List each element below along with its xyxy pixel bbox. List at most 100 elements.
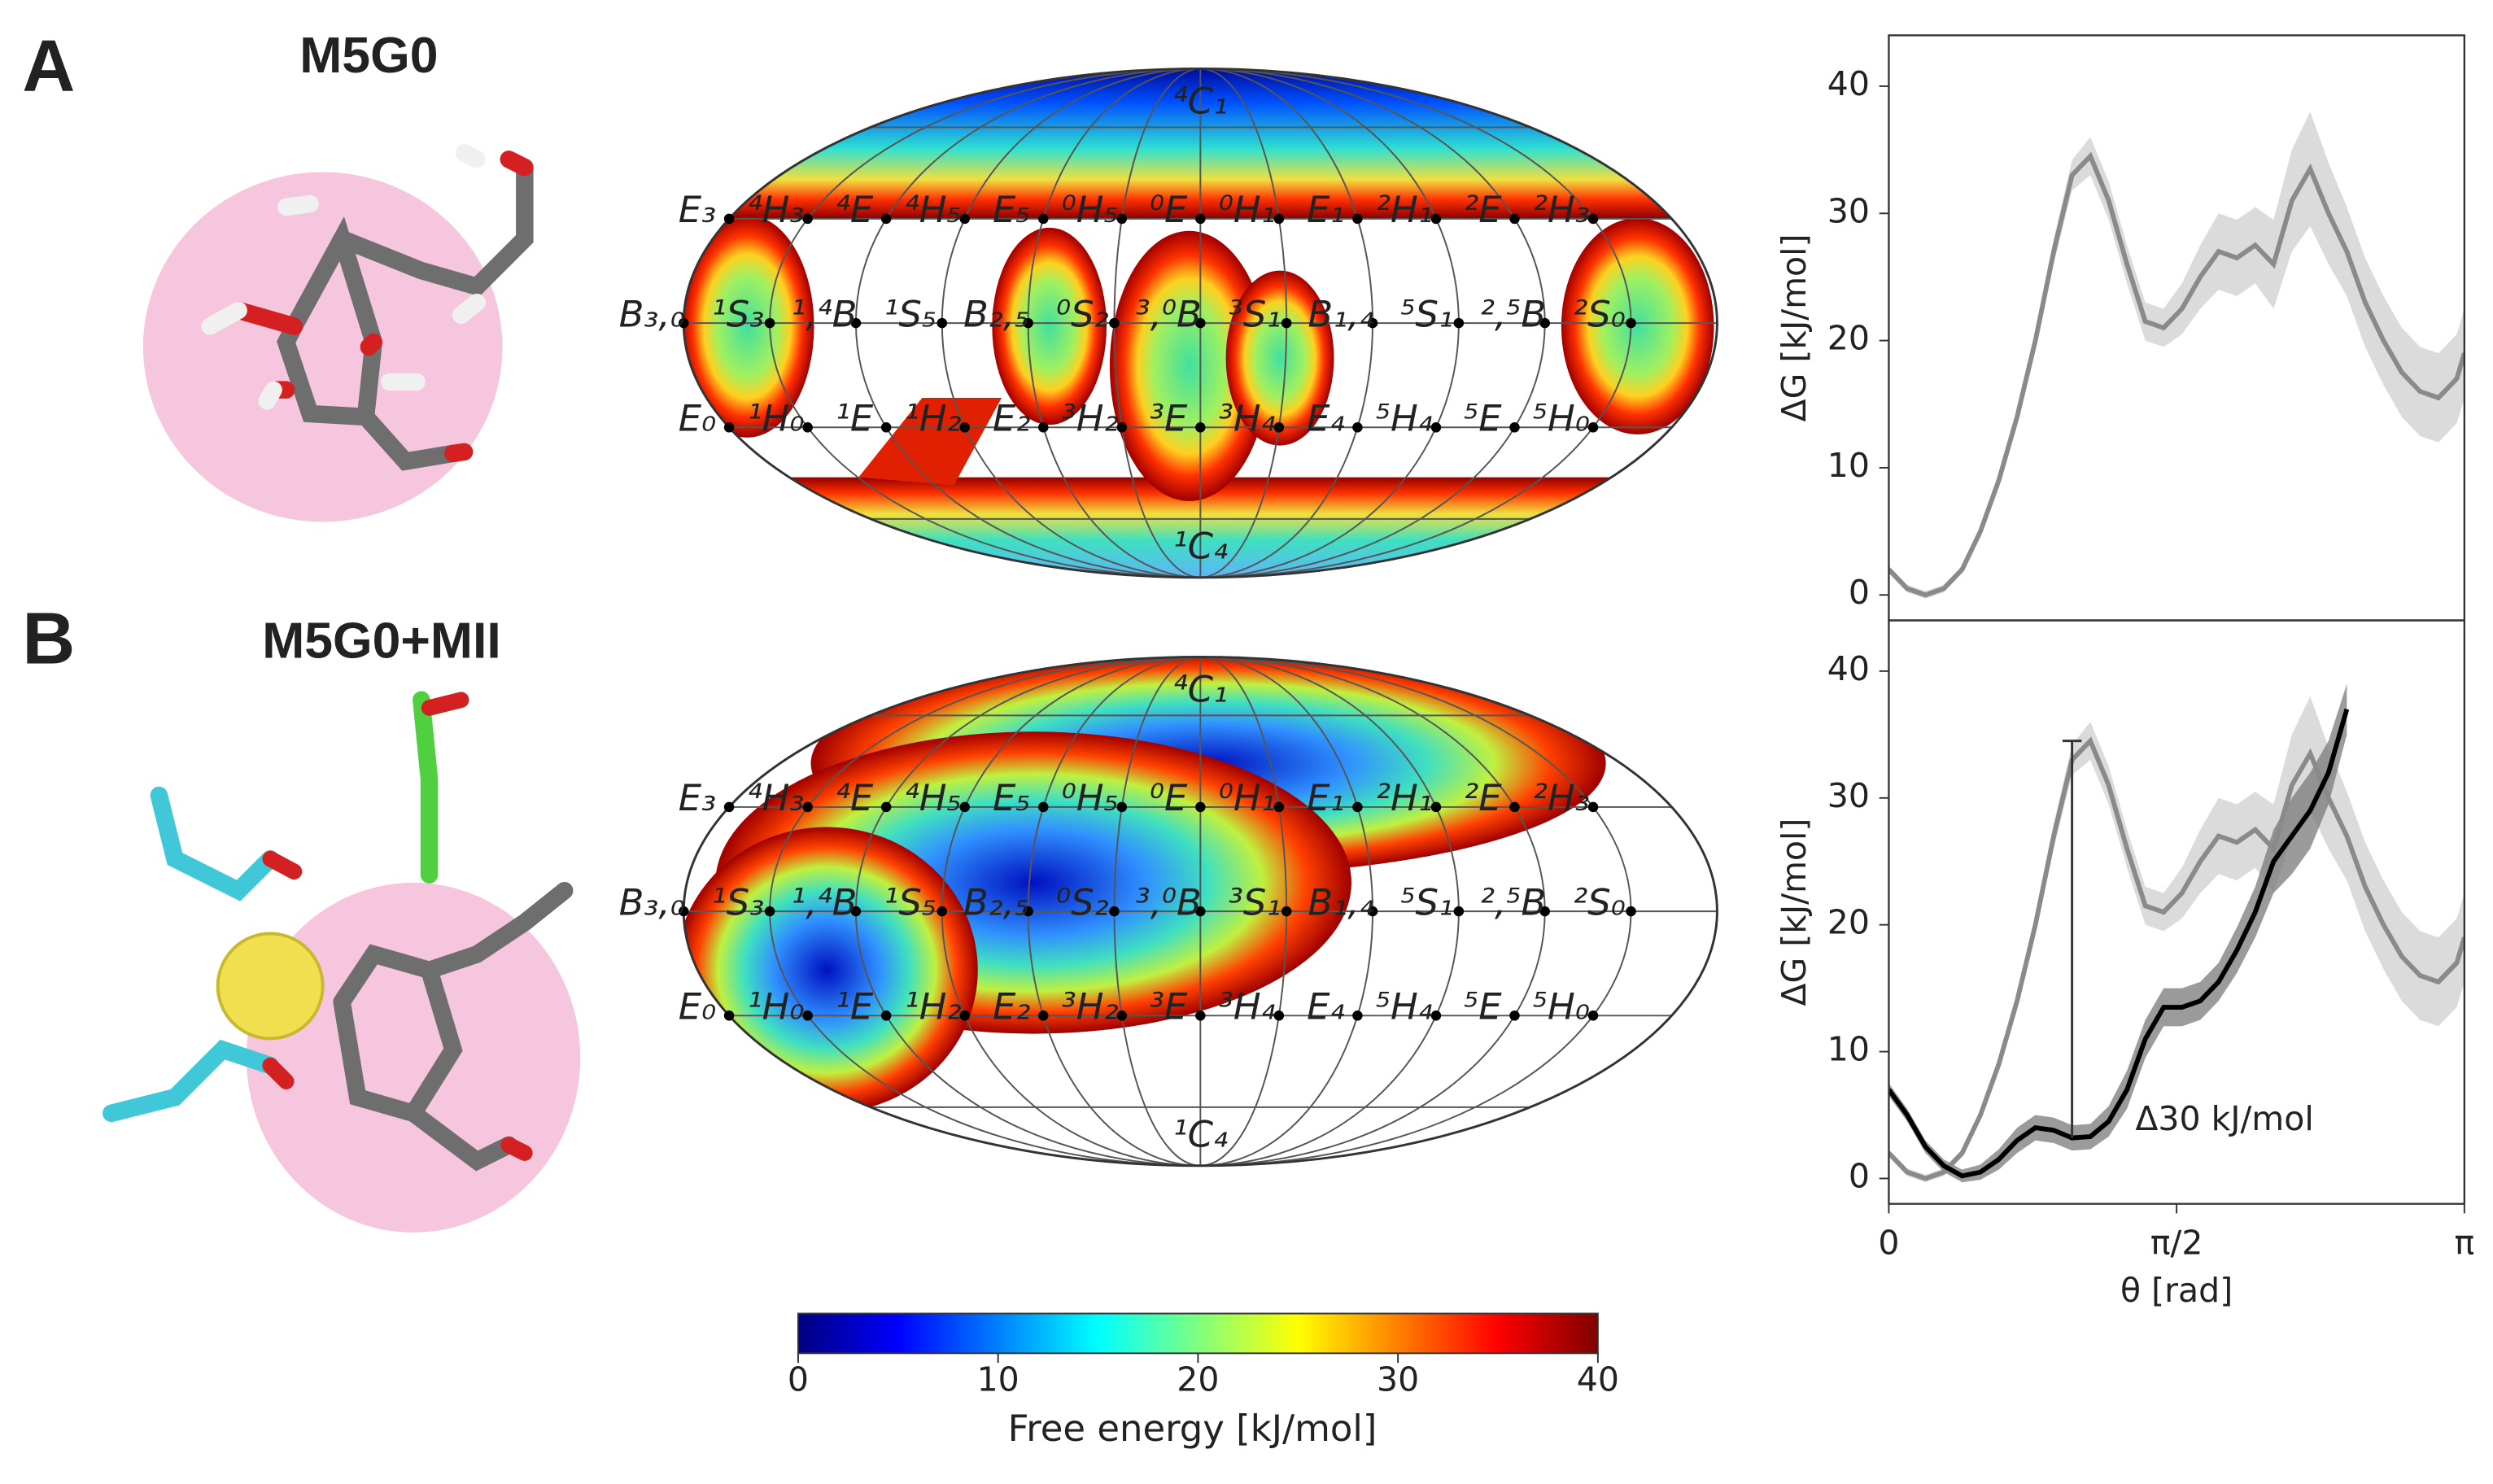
conformer-label: ¹S₅ bbox=[884, 880, 937, 923]
conformer-point bbox=[1273, 213, 1285, 225]
conformer-point bbox=[880, 213, 892, 225]
y-tick-label: 30 bbox=[1827, 191, 1870, 230]
conformer-point bbox=[1509, 801, 1520, 813]
y-tick-label: 10 bbox=[1827, 446, 1870, 485]
conformer-point bbox=[1430, 213, 1442, 225]
conformer-point bbox=[1430, 801, 1442, 813]
conformer-label: ²H₁ bbox=[1376, 776, 1433, 819]
conformer-point bbox=[959, 1010, 970, 1021]
panel-letter: A bbox=[22, 26, 75, 107]
conformer-label: ³H₂ bbox=[1062, 984, 1119, 1028]
y-tick-label: 40 bbox=[1827, 649, 1870, 688]
conformer-label: ⁰H₅ bbox=[1062, 776, 1119, 819]
conformer-label: ⁴C₁ bbox=[1173, 79, 1228, 122]
conformer-label: ⁴E bbox=[836, 188, 874, 231]
conformer-point bbox=[1587, 1010, 1599, 1021]
conformer-point bbox=[1116, 1010, 1128, 1021]
y-tick-label: 20 bbox=[1827, 903, 1870, 942]
line bbox=[1888, 708, 2350, 1179]
conformer-point bbox=[850, 906, 862, 917]
conformer-label: B₂,₅ bbox=[963, 880, 1029, 923]
conformer-point bbox=[1352, 801, 1363, 813]
conformer-label: E₀ bbox=[679, 396, 716, 439]
conformer-label: B₃,₀ bbox=[619, 292, 685, 335]
plot-area bbox=[1888, 683, 2465, 1183]
y-tick-label: 0 bbox=[1849, 1156, 1870, 1195]
colorbar bbox=[797, 1312, 1599, 1355]
conformer-label: ³S₁ bbox=[1229, 292, 1281, 335]
conformer-label: B₁,₄ bbox=[1308, 292, 1373, 335]
conformer-point bbox=[1367, 906, 1378, 917]
conformer-label: ¹,⁴B bbox=[791, 880, 857, 923]
colorbar-tick-label: 40 bbox=[1577, 1360, 1619, 1399]
conformer-label: ⁵H₄ bbox=[1376, 984, 1433, 1028]
y-tick-label: 10 bbox=[1827, 1030, 1870, 1069]
conformer-point bbox=[1023, 317, 1033, 329]
conformer-label: ³,⁰B bbox=[1136, 880, 1202, 923]
conformer-label: ⁰S₂ bbox=[1056, 880, 1109, 923]
conformer-label: ⁴H₃ bbox=[748, 188, 805, 231]
conformer-point bbox=[1116, 213, 1128, 225]
conformer-label: ¹E bbox=[836, 984, 874, 1028]
conformer-point bbox=[1587, 801, 1599, 813]
conformer-label: ⁰H₁ bbox=[1219, 188, 1276, 231]
conformer-point bbox=[937, 906, 948, 917]
conformer-point bbox=[1116, 422, 1128, 433]
conformer-label: ¹C₄ bbox=[1173, 1113, 1228, 1156]
conformer-point bbox=[1587, 213, 1599, 225]
conformer-label: ⁵H₀ bbox=[1533, 396, 1590, 439]
conformer-point bbox=[959, 801, 970, 813]
conformer-label: E₂ bbox=[993, 984, 1030, 1028]
plot-area bbox=[1888, 111, 2465, 599]
conformer-label: ²E bbox=[1464, 776, 1502, 819]
conformer-label: ²H₁ bbox=[1376, 188, 1433, 231]
conformer-label: ²H₃ bbox=[1533, 776, 1590, 819]
conformer-label: E₃ bbox=[679, 188, 716, 231]
conformer-point bbox=[1626, 317, 1636, 329]
conformer-label: ¹E bbox=[836, 396, 874, 439]
conformer-label: ⁵S₁ bbox=[1401, 880, 1454, 923]
conformer-point bbox=[723, 213, 735, 225]
molecule-b bbox=[103, 691, 581, 1233]
conformer-point bbox=[723, 801, 735, 813]
conformer-point bbox=[1352, 213, 1363, 225]
y-tick-label: 40 bbox=[1827, 64, 1870, 103]
conformer-point bbox=[1109, 317, 1120, 329]
conformer-point bbox=[1037, 801, 1049, 813]
conformer-label: ⁴C₁ bbox=[1173, 667, 1228, 710]
conformer-label: E₄ bbox=[1307, 984, 1344, 1028]
conformer-label: B₃,₀ bbox=[619, 880, 685, 923]
conformer-label: ³,⁰B bbox=[1136, 292, 1202, 335]
conformer-point bbox=[802, 801, 813, 813]
conformer-label: ⁵S₁ bbox=[1401, 292, 1454, 335]
conformer-label: ³H₄ bbox=[1219, 396, 1276, 439]
conformer-point bbox=[679, 906, 689, 917]
conformer-label: ³H₄ bbox=[1219, 984, 1276, 1028]
conformer-point bbox=[802, 213, 813, 225]
conformer-label: ⁰E bbox=[1150, 776, 1188, 819]
conformer-label: E₁ bbox=[1307, 188, 1344, 231]
conformer-label: ¹H₀ bbox=[748, 984, 805, 1028]
conformer-label: ⁵H₀ bbox=[1533, 984, 1590, 1028]
conformer-label: ⁰E bbox=[1150, 188, 1188, 231]
conformer-point bbox=[1195, 213, 1206, 225]
conformer-label: ³H₂ bbox=[1062, 396, 1119, 439]
conformer-label: ⁴E bbox=[836, 776, 874, 819]
annotation: Δ30 kJ/mol bbox=[2135, 1099, 2313, 1138]
conformer-label: ³S₁ bbox=[1229, 880, 1281, 923]
conformer-point bbox=[1037, 422, 1049, 433]
conformer-label: ²S₀ bbox=[1573, 292, 1626, 335]
conformer-point bbox=[850, 317, 862, 329]
y-axis-label: ΔG [kJ/mol] bbox=[1775, 818, 1814, 1006]
error-band bbox=[1888, 111, 2465, 599]
conformer-label: E₄ bbox=[1307, 396, 1344, 439]
conformer-point bbox=[1453, 906, 1465, 917]
y-axis-label: ΔG [kJ/mol] bbox=[1775, 234, 1814, 421]
conformer-point bbox=[1539, 906, 1550, 917]
conformer-label: ²,⁵B bbox=[1480, 880, 1546, 923]
conformer-label: ²H₃ bbox=[1533, 188, 1590, 231]
conformer-point bbox=[1195, 906, 1206, 917]
error-band bbox=[1888, 683, 2347, 1183]
x-axis-label: θ [rad] bbox=[2120, 1271, 2233, 1310]
conformer-point bbox=[679, 317, 689, 329]
